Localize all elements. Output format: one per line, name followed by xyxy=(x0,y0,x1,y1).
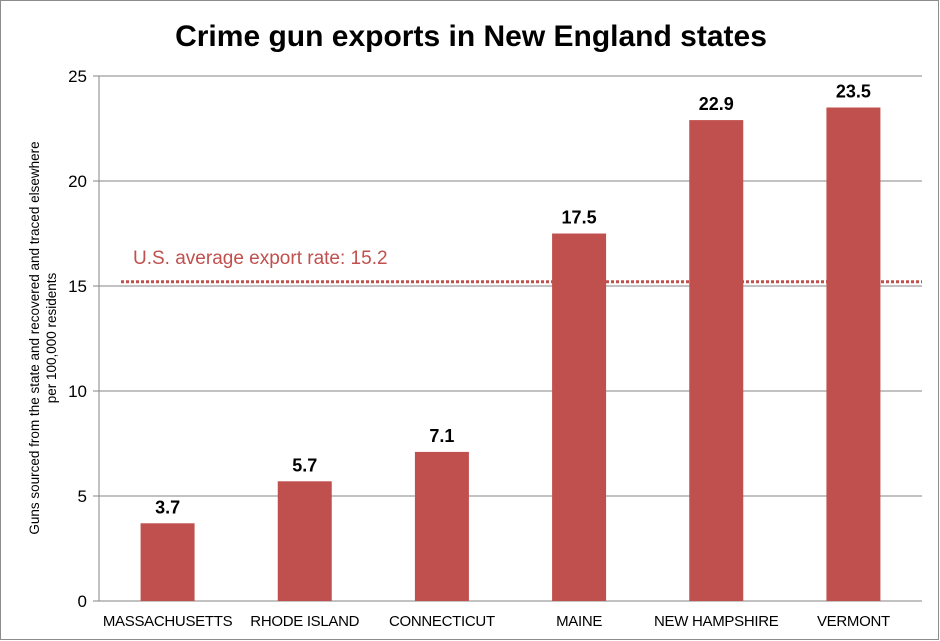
value-label: 7.1 xyxy=(429,426,454,446)
x-tick-label: RHODE ISLAND xyxy=(250,613,359,630)
x-tick-label: VERMONT xyxy=(817,613,890,630)
value-label: 22.9 xyxy=(699,94,734,114)
x-axis-labels: MASSACHUSETTS RHODE ISLAND CONNECTICUT MAIN… xyxy=(103,613,890,630)
bar-connecticut xyxy=(414,451,469,601)
y-axis-title: Guns sourced from the state and recovere… xyxy=(27,141,59,534)
reference-line-label: U.S. average export rate: 15.2 xyxy=(133,248,388,269)
x-tick-label: NEW HAMPSHIRE xyxy=(654,613,779,630)
x-tick-label: MASSACHUSETTS xyxy=(103,613,233,630)
bars xyxy=(140,107,881,601)
y-tick-label: 10 xyxy=(68,382,87,401)
y-tick-label: 15 xyxy=(68,277,87,296)
y-tick-label: 25 xyxy=(68,67,87,86)
bar-rhode-island xyxy=(277,481,332,601)
value-label: 5.7 xyxy=(292,455,317,475)
y-tick-label: 5 xyxy=(78,487,87,506)
y-tick-label: 20 xyxy=(68,172,87,191)
chart-title: Crime gun exports in New England states xyxy=(175,20,767,53)
bar-new-hampshire xyxy=(689,120,744,601)
bar-massachusetts xyxy=(140,523,195,601)
value-label: 23.5 xyxy=(836,82,871,102)
y-axis-ticks: 0 5 10 15 20 25 xyxy=(68,67,87,611)
x-tick-label: CONNECTICUT xyxy=(389,613,495,630)
y-axis-title-line-1: Guns sourced from the state and recovere… xyxy=(27,141,42,534)
x-tick-label: MAINE xyxy=(556,613,602,630)
y-tick-label: 0 xyxy=(78,592,87,611)
gridlines xyxy=(93,75,922,602)
bar-maine xyxy=(552,233,607,601)
reference-line-group: U.S. average export rate: 15.2 xyxy=(121,248,922,284)
value-label: 3.7 xyxy=(155,497,180,517)
y-axis-title-line-2: per 100,000 residents xyxy=(44,272,59,403)
value-labels: 3.7 5.7 7.1 17.5 22.9 23.5 xyxy=(155,82,871,518)
bar-vermont xyxy=(826,107,881,601)
value-label: 17.5 xyxy=(562,208,597,228)
